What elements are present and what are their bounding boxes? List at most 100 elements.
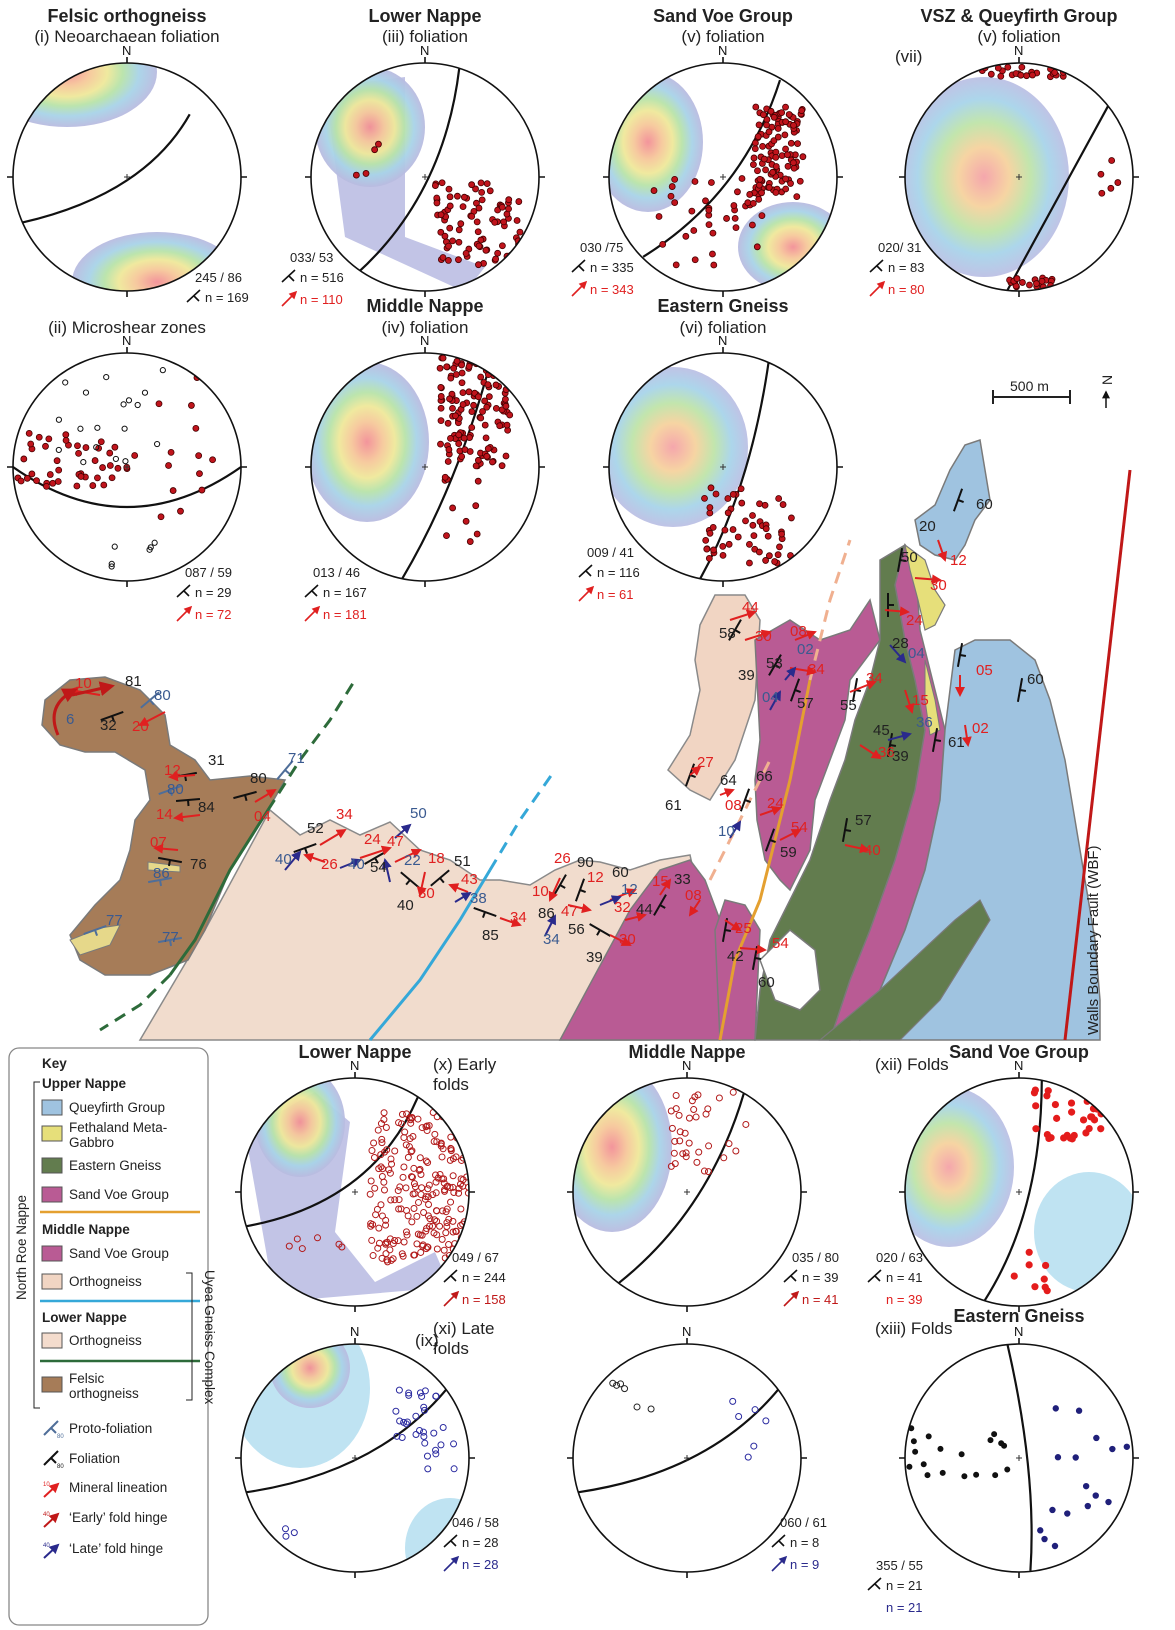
north-label: N <box>682 1058 691 1073</box>
stereonet-subtitle: (v) foliation <box>977 27 1060 46</box>
key-orthogneiss-middle: Orthogneiss <box>69 1274 142 1289</box>
foliation-symbol <box>83 924 107 936</box>
lineation-arrow <box>739 944 767 955</box>
lineation-arrow <box>689 765 702 776</box>
map-label: 86 <box>538 905 555 922</box>
map-label: 47 <box>561 903 578 920</box>
lineation-arrow <box>688 899 701 917</box>
n-foliation: n = 21 <box>886 1578 923 1593</box>
lineation-arrow <box>844 843 870 854</box>
map-label: 40 <box>275 851 292 868</box>
lineation-arrow <box>303 852 326 863</box>
foliation-symbol <box>233 790 257 802</box>
lineation-arrow <box>859 744 882 760</box>
map-label: 77 <box>106 912 123 929</box>
foliation-symbol <box>653 894 667 916</box>
foliation-symbol <box>886 733 897 757</box>
map-label: 24 <box>767 795 784 812</box>
lineation-arrow <box>914 574 942 585</box>
north-label: N <box>1014 1058 1023 1073</box>
pole-value: 033/ 53 <box>290 250 333 265</box>
map-label: 32 <box>614 899 631 916</box>
map-label: 52 <box>307 820 324 837</box>
foliation-symbol <box>896 548 907 572</box>
map-label: 30 <box>755 628 772 645</box>
map-label: 53 <box>766 655 783 672</box>
map-label: 80 <box>154 687 171 704</box>
map-label: 10 <box>532 883 549 900</box>
unit-queyfirth <box>858 639 1101 1041</box>
lineation-arrow <box>599 895 622 906</box>
foliation-symbol <box>764 828 776 852</box>
key-late-hinge-symbol: 40 <box>43 1543 60 1559</box>
n-lineation: n = 181 <box>323 607 367 622</box>
stereonet-subtitle: (xii) Folds <box>875 1055 949 1074</box>
map-label: 26 <box>554 850 571 867</box>
pole-value: 020 / 63 <box>876 1250 923 1265</box>
key-title: Key <box>42 1056 67 1071</box>
map-label: 33 <box>674 871 691 888</box>
north-label: N <box>718 43 727 58</box>
foliation-symbol <box>473 906 497 918</box>
n-lineation: n = 110 <box>300 292 343 307</box>
map-label: 50 <box>901 549 918 566</box>
n-foliation: n = 516 <box>300 270 344 285</box>
key-orthogneiss-lower: Orthogneiss <box>69 1333 142 1348</box>
foliation-symbol <box>175 797 201 807</box>
map-label: 50 <box>410 805 427 822</box>
foliation-symbol <box>789 678 801 702</box>
foliation-symbol <box>1016 678 1027 702</box>
n-foliation: n = 169 <box>205 290 249 305</box>
key-late-hinge: ‘Late’ fold hinge <box>69 1541 163 1556</box>
pole-value: 020/ 31 <box>878 240 921 255</box>
stereonet-title: VSZ & Queyfirth Group <box>920 6 1117 26</box>
map-label: 14 <box>156 806 173 823</box>
pole-value: 030 /75 <box>580 240 623 255</box>
foliation-symbol <box>158 936 182 947</box>
foliation-symbol <box>430 869 450 887</box>
foliation-symbol <box>952 488 964 512</box>
lineation-arrow <box>769 690 781 711</box>
map-label: 43 <box>461 871 478 888</box>
scale-bar: 500 m <box>992 378 1071 404</box>
foliation-symbol <box>158 856 182 867</box>
map-label: 40 <box>864 842 881 859</box>
map-label: 84 <box>198 799 215 816</box>
key-sand-voe-upper: Sand Voe Group <box>69 1187 169 1202</box>
stereonet-iii: N Lower Nappe(iii) foliation 033/ 53 n = 51… <box>281 6 545 307</box>
stereonet-title: Sand Voe Group <box>949 1042 1089 1062</box>
svg-text:10: 10 <box>43 1482 50 1488</box>
lineation-arrow <box>779 829 802 841</box>
stereonet-title: Middle Nappe <box>366 296 483 316</box>
north-label: N <box>350 1058 359 1073</box>
key-foliation: Foliation <box>69 1451 120 1466</box>
svg-text:40: 40 <box>43 1543 50 1549</box>
lineation-arrow <box>744 629 772 641</box>
map-label: 02 <box>972 720 989 737</box>
map-label: 39 <box>586 949 603 966</box>
map-label: 31 <box>208 752 225 769</box>
map-label: 61 <box>948 734 965 751</box>
lineation-arrow <box>339 858 362 869</box>
lineation-arrow <box>794 630 817 641</box>
lineation-arrow <box>394 823 412 839</box>
map-label: 10 <box>75 675 92 692</box>
lineation-arrow <box>884 606 910 617</box>
n-foliation: n = 39 <box>802 1270 839 1285</box>
n-foliation: n = 29 <box>195 585 232 600</box>
map-label: 60 <box>758 974 775 991</box>
stereonet-title: Felsic orthogneiss <box>47 6 206 26</box>
unit-fethaland <box>904 543 946 631</box>
map-label: 34 <box>808 661 825 678</box>
stereonet-subtitle: (v) foliation <box>681 27 764 46</box>
pole-value: 046 / 58 <box>452 1515 499 1530</box>
lineation-arrow <box>254 788 277 803</box>
map-label: 18 <box>428 850 445 867</box>
map-label: 34 <box>866 670 883 687</box>
map-label: 04 <box>908 645 925 662</box>
north-arrow: N <box>1099 375 1115 408</box>
foliation-symbol <box>728 619 742 641</box>
key-lower-nappe: Lower Nappe <box>42 1310 127 1325</box>
map-label: 58 <box>719 625 736 642</box>
